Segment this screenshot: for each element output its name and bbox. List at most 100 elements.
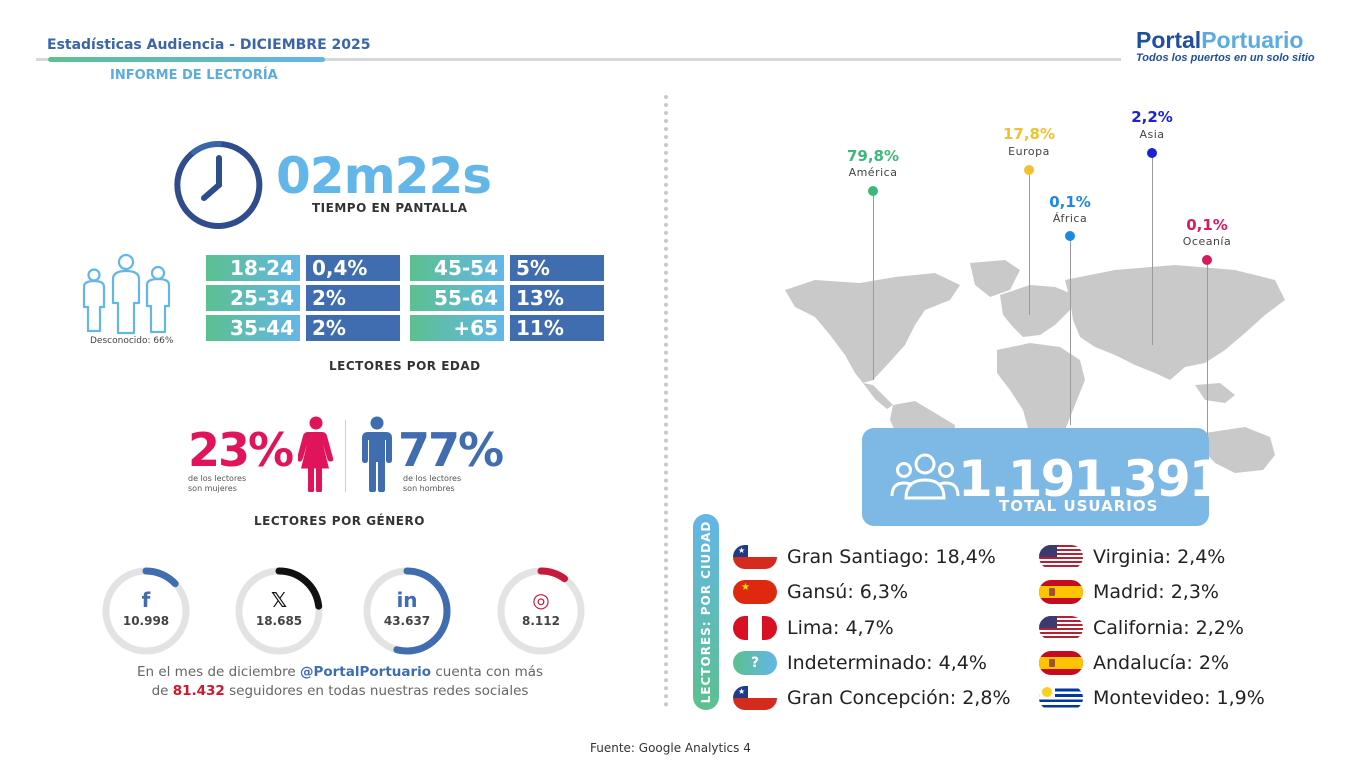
facebook-ring bbox=[102, 567, 190, 655]
age-pct-0: 0,4% bbox=[306, 255, 400, 281]
city-label: Gran Concepción: 2,8% bbox=[787, 687, 1011, 709]
city-label: Gran Santiago: 18,4% bbox=[787, 546, 996, 568]
city-label: Virginia: 2,4% bbox=[1093, 546, 1226, 568]
linkedin-followers: 43.637 bbox=[383, 614, 431, 628]
social-text-2: cuenta con más bbox=[431, 664, 544, 680]
x-followers: 18.685 bbox=[255, 614, 303, 628]
x-ring bbox=[235, 567, 323, 655]
cities-title: LECTORES: POR CIUDAD bbox=[699, 520, 713, 704]
social-text-3: de bbox=[151, 683, 173, 699]
city-item: ★ Gansú: 6,3% bbox=[733, 578, 908, 606]
city-label: California: 2,2% bbox=[1093, 617, 1244, 639]
city-item: Virginia: 2,4% bbox=[1039, 543, 1225, 571]
linkedin-icon[interactable]: in bbox=[396, 588, 418, 612]
header-accent bbox=[48, 57, 325, 62]
people-icon bbox=[82, 253, 171, 335]
city-label: Madrid: 2,3% bbox=[1093, 581, 1219, 603]
social-total-followers: 81.432 bbox=[172, 683, 225, 699]
men-percentage: 77% bbox=[398, 423, 504, 477]
source-note: Fuente: Google Analytics 4 bbox=[590, 741, 751, 755]
china-flag-icon: ★ bbox=[733, 580, 777, 604]
continent-dot bbox=[1147, 148, 1157, 158]
continent-leader-line bbox=[1152, 153, 1153, 345]
continent-percentage: 17,8% bbox=[1002, 125, 1056, 143]
city-label: Gansú: 6,3% bbox=[787, 581, 909, 603]
linkedin-ring bbox=[363, 567, 451, 655]
men-caption: de los lectores son hombres bbox=[403, 474, 462, 493]
age-range-4: 55-64 bbox=[410, 285, 504, 311]
uruguay-flag-icon bbox=[1039, 686, 1083, 710]
continent-leader-line bbox=[873, 191, 874, 380]
total-users-label: TOTAL USUARIOS bbox=[999, 497, 1159, 515]
usa-flag-icon bbox=[1039, 616, 1083, 640]
report-subtitle: INFORME DE LECTORÍA bbox=[110, 68, 278, 83]
age-range-3: 45-54 bbox=[410, 255, 504, 281]
continent-percentage: 0,1% bbox=[1186, 216, 1228, 234]
continent-leader-line bbox=[1029, 170, 1030, 315]
age-pct-1: 2% bbox=[306, 285, 400, 311]
continent-percentage: 0,1% bbox=[1049, 193, 1091, 211]
age-range-5: +65 bbox=[410, 315, 504, 341]
center-divider bbox=[664, 95, 668, 707]
facebook-icon[interactable]: f bbox=[141, 588, 151, 612]
continent-name: Asia bbox=[1139, 128, 1165, 141]
usa-flag-icon bbox=[1039, 545, 1083, 569]
gender-section-label: LECTORES POR GÉNERO bbox=[254, 514, 425, 528]
logo-tagline: Todos los puertos en un solo sitio bbox=[1136, 52, 1315, 64]
report-title: Estadísticas Audiencia - DICIEMBRE 2025 bbox=[47, 37, 371, 53]
instagram-ring bbox=[497, 567, 585, 655]
spain-flag-icon bbox=[1039, 651, 1083, 675]
age-range-2: 35-44 bbox=[206, 315, 300, 341]
total-users-card bbox=[862, 428, 1209, 526]
age-range-0: 18-24 bbox=[206, 255, 300, 281]
age-pct-3: 5% bbox=[510, 255, 604, 281]
city-item: Andalucía: 2% bbox=[1039, 649, 1229, 677]
continent-name: África bbox=[1052, 212, 1088, 225]
city-item: ★ Gran Concepción: 2,8% bbox=[733, 684, 1011, 712]
city-item: ? Indeterminado: 4,4% bbox=[733, 649, 987, 677]
city-label: Montevideo: 1,9% bbox=[1093, 687, 1265, 709]
city-item: Montevideo: 1,9% bbox=[1039, 684, 1265, 712]
social-handle-link[interactable]: @PortalPortuario bbox=[299, 664, 432, 680]
total-users-value: 1.191.391 bbox=[958, 450, 1224, 508]
city-item: Lima: 4,7% bbox=[733, 614, 894, 642]
social-summary: En el mes de diciembre @PortalPortuario … bbox=[100, 663, 580, 701]
continent-percentage: 79,8% bbox=[846, 147, 900, 165]
spain-flag-icon bbox=[1039, 580, 1083, 604]
instagram-icon[interactable]: ◎ bbox=[532, 588, 550, 612]
continent-name: Oceanía bbox=[1182, 235, 1232, 248]
instagram-followers: 8.112 bbox=[522, 614, 560, 628]
peru-flag-icon bbox=[733, 616, 777, 640]
age-range-1: 25-34 bbox=[206, 285, 300, 311]
clock-icon bbox=[174, 140, 263, 229]
male-icon bbox=[362, 416, 392, 492]
social-text-1: En el mes de diciembre bbox=[136, 664, 300, 680]
continent-name: América bbox=[848, 166, 898, 179]
city-item: Madrid: 2,3% bbox=[1039, 578, 1219, 606]
continent-dot bbox=[1065, 231, 1075, 241]
age-pct-2: 2% bbox=[306, 315, 400, 341]
portalportuario-logo: PortalPortuario Todos los puertos en un … bbox=[1136, 28, 1336, 64]
continent-dot bbox=[868, 186, 878, 196]
age-pct-5: 11% bbox=[510, 315, 604, 341]
unknown-flag-icon: ? bbox=[733, 651, 777, 675]
gender-separator bbox=[345, 420, 346, 492]
city-item: ★ Gran Santiago: 18,4% bbox=[733, 543, 996, 571]
continent-percentage: 2,2% bbox=[1131, 108, 1173, 126]
chile-flag-icon: ★ bbox=[733, 545, 777, 569]
x-icon[interactable]: 𝕏 bbox=[270, 588, 288, 612]
logo-part-1: Portal bbox=[1136, 27, 1202, 53]
city-item: California: 2,2% bbox=[1039, 614, 1244, 642]
age-unknown: Desconocido: 66% bbox=[90, 336, 174, 346]
continent-dot bbox=[1024, 165, 1034, 175]
city-label: Indeterminado: 4,4% bbox=[787, 652, 987, 674]
age-pct-4: 13% bbox=[510, 285, 604, 311]
women-caption: de los lectores son mujeres bbox=[188, 474, 247, 493]
age-section-label: LECTORES POR EDAD bbox=[329, 359, 481, 373]
continent-name: Europa bbox=[1008, 145, 1050, 158]
cities-title-pill bbox=[693, 514, 719, 710]
continent-leader-line bbox=[1070, 236, 1071, 425]
continent-dot bbox=[1202, 255, 1212, 265]
users-icon bbox=[890, 453, 960, 500]
header-divider bbox=[36, 58, 1121, 61]
